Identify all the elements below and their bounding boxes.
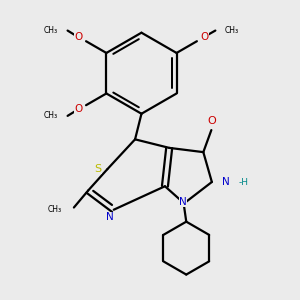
Text: N: N: [179, 196, 187, 207]
Text: O: O: [74, 32, 82, 42]
Text: CH₃: CH₃: [48, 205, 62, 214]
Text: CH₃: CH₃: [44, 111, 58, 120]
Text: O: O: [200, 32, 209, 42]
Text: CH₃: CH₃: [225, 26, 239, 35]
Text: O: O: [207, 116, 216, 126]
Text: N: N: [222, 177, 230, 187]
Text: S: S: [94, 164, 101, 174]
Text: O: O: [74, 104, 82, 114]
Text: N: N: [106, 212, 113, 222]
Text: CH₃: CH₃: [44, 26, 58, 35]
Text: -H: -H: [238, 178, 248, 187]
